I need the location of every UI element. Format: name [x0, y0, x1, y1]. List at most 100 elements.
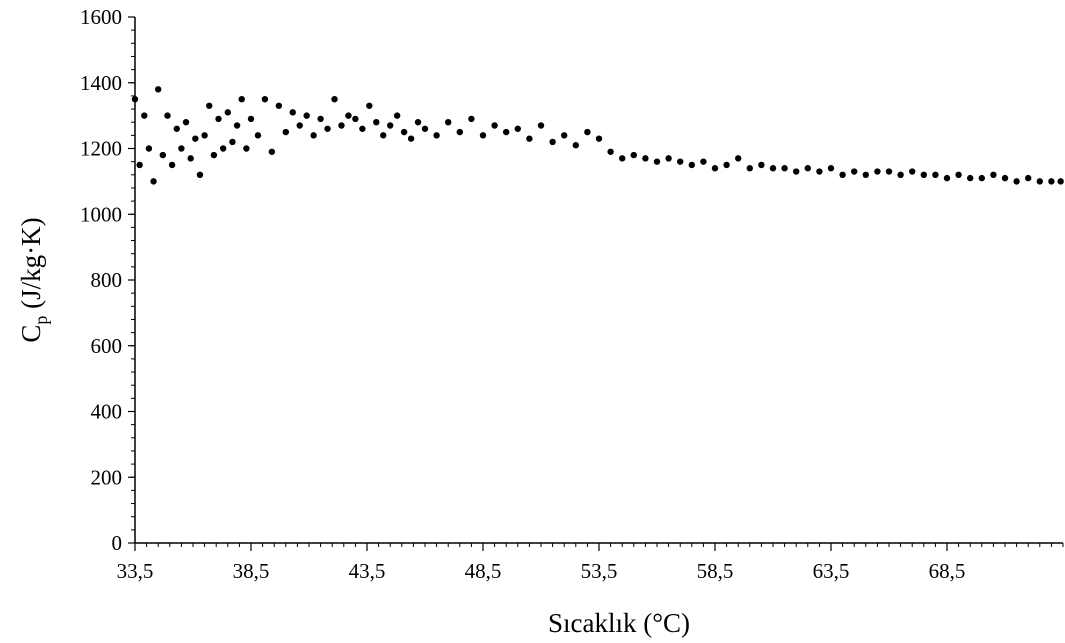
- data-point: [243, 145, 250, 152]
- data-point: [514, 125, 521, 132]
- data-point: [595, 135, 603, 142]
- data-point: [897, 171, 904, 178]
- data-point: [206, 102, 213, 109]
- data-point: [352, 115, 359, 123]
- data-point: [331, 95, 338, 103]
- data-point: [400, 128, 408, 136]
- data-series: [131, 86, 1064, 185]
- minor-ticks: [131, 16, 1064, 547]
- data-point: [827, 165, 835, 172]
- data-point: [338, 122, 345, 129]
- data-point: [303, 112, 310, 119]
- x-tick-label: 63,5: [813, 559, 850, 583]
- y-tick-label: 0: [112, 531, 123, 555]
- data-point: [804, 165, 811, 172]
- data-point: [296, 122, 303, 129]
- data-point: [456, 128, 463, 136]
- data-point: [1036, 178, 1044, 185]
- data-point: [1013, 178, 1020, 185]
- data-point: [665, 155, 672, 162]
- y-axis-ticks: 0 200 400 600 800 1000 1200 1400 1600: [80, 5, 135, 555]
- data-point: [630, 151, 637, 159]
- x-axis-title: Sıcaklık (°C): [548, 608, 690, 638]
- data-point: [537, 122, 545, 129]
- data-point: [445, 119, 452, 126]
- x-tick-label: 58,5: [697, 559, 734, 583]
- data-point: [168, 161, 176, 169]
- data-point: [642, 155, 649, 162]
- y-tick-label: 1400: [80, 71, 122, 95]
- data-point: [282, 128, 289, 136]
- y-tick-label: 1200: [80, 137, 122, 161]
- data-point: [874, 168, 881, 175]
- data-point: [839, 171, 846, 178]
- data-point: [711, 165, 719, 172]
- data-point: [136, 161, 143, 169]
- data-point: [359, 125, 366, 132]
- data-point: [393, 112, 401, 119]
- data-point: [653, 158, 661, 165]
- data-point: [932, 171, 939, 178]
- data-point: [723, 161, 730, 169]
- data-point: [607, 148, 614, 155]
- y-tick-label: 1600: [80, 5, 122, 29]
- x-tick-label: 48,5: [465, 559, 502, 583]
- data-point: [145, 145, 153, 152]
- data-point: [433, 132, 440, 139]
- data-point: [943, 174, 951, 182]
- data-point: [885, 168, 893, 175]
- data-point: [178, 145, 185, 152]
- y-tick-label: 600: [91, 334, 123, 358]
- data-point: [769, 165, 777, 172]
- data-point: [159, 151, 167, 159]
- data-point: [503, 128, 510, 136]
- data-point: [254, 132, 262, 139]
- data-point: [345, 112, 352, 119]
- data-point: [978, 174, 985, 182]
- data-point: [215, 115, 222, 123]
- data-point: [141, 112, 148, 119]
- data-point: [421, 125, 429, 132]
- data-point: [746, 165, 753, 172]
- data-point: [317, 115, 324, 123]
- data-point: [572, 142, 579, 149]
- data-point: [414, 119, 422, 126]
- data-point: [233, 122, 241, 129]
- data-point: [758, 161, 765, 169]
- data-point: [491, 122, 498, 129]
- data-point: [275, 102, 283, 109]
- x-tick-label: 68,5: [929, 559, 966, 583]
- data-point: [187, 155, 194, 162]
- data-point: [210, 151, 218, 159]
- y-tick-label: 1000: [80, 202, 122, 226]
- data-point: [862, 171, 869, 178]
- data-point: [324, 125, 331, 132]
- data-point: [1001, 174, 1009, 182]
- y-axis-title-units: (J/kg·K): [16, 217, 46, 315]
- data-point: [268, 148, 276, 155]
- y-tick-label: 800: [91, 268, 123, 292]
- data-point: [955, 171, 962, 178]
- data-point: [380, 132, 387, 139]
- data-point: [561, 132, 568, 139]
- data-point: [289, 109, 296, 116]
- data-point: [238, 95, 245, 103]
- data-point: [920, 171, 927, 178]
- data-point: [735, 155, 742, 162]
- data-point: [1048, 178, 1055, 185]
- y-tick-label: 200: [91, 465, 123, 489]
- data-point: [182, 119, 190, 126]
- x-tick-label: 38,5: [233, 559, 270, 583]
- data-point: [164, 112, 171, 119]
- data-point: [468, 115, 475, 123]
- data-point: [700, 158, 707, 165]
- data-point: [584, 128, 591, 136]
- data-point: [677, 158, 684, 165]
- data-point: [247, 115, 255, 123]
- data-point: [173, 125, 180, 132]
- data-point: [909, 168, 916, 175]
- data-point: [196, 171, 204, 178]
- data-point: [261, 95, 269, 103]
- data-point: [967, 174, 974, 182]
